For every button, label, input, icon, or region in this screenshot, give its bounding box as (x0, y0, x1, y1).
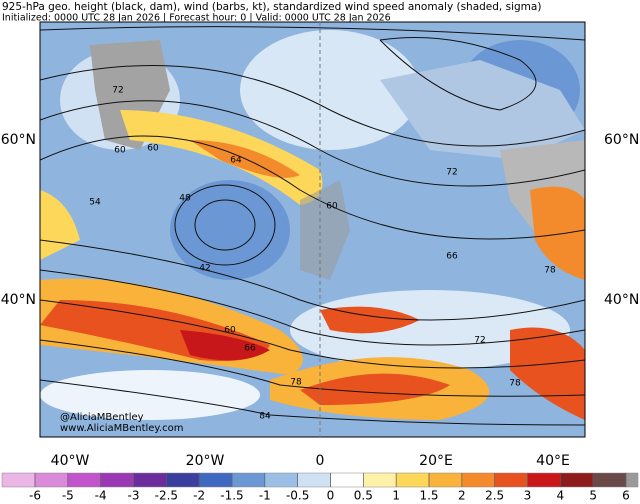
colorbar-box (428, 472, 463, 488)
contour-label: 72 (474, 336, 485, 346)
colorbar-box (625, 472, 639, 488)
credit: @AliciaMBentley (60, 412, 144, 423)
contour-label: 64 (230, 156, 242, 166)
lon-label: 20°E (419, 453, 453, 469)
lon-label: 20°W (186, 453, 225, 469)
colorbar-box (231, 472, 266, 488)
contour-label: 60 (114, 146, 126, 156)
colorbar-box (264, 472, 298, 488)
contour-label: 72 (112, 86, 123, 96)
lat-label: 60°N (1, 132, 36, 148)
colorbar-label: 2.5 (485, 489, 504, 503)
colorbar-label: -4 (95, 489, 107, 503)
lat-label: 40°N (1, 292, 36, 308)
credit: www.AliciaMBentley.com (60, 423, 183, 434)
colorbar-box (1, 472, 36, 488)
colorbar-label: 3 (524, 489, 532, 503)
map-frame (39, 21, 586, 438)
contour-label: 72 (446, 168, 457, 178)
colorbar-label: -6 (29, 489, 41, 503)
colorbar-label: -3 (128, 489, 140, 503)
lon-label: 40°W (51, 453, 90, 469)
colorbar-box (166, 472, 200, 488)
lon-label: 0 (316, 453, 325, 469)
lat-label: 40°N (604, 292, 639, 308)
contour-label: 48 (179, 194, 191, 204)
contour-label: 42 (199, 264, 210, 274)
colorbar-box (198, 472, 233, 488)
contour-label: 78 (544, 266, 556, 276)
colorbar-box (527, 472, 561, 488)
contour-label: 60 (147, 144, 159, 154)
colorbar-box (363, 472, 397, 488)
colorbar-label: 5 (589, 489, 597, 503)
colorbar-box (461, 472, 495, 488)
map-field (40, 22, 585, 437)
colorbar-box (133, 472, 167, 488)
colorbar-box (34, 472, 69, 488)
colorbar-label: -1.5 (220, 489, 243, 503)
colorbar-label: -1 (259, 489, 271, 503)
colorbar-label: 1 (392, 489, 400, 503)
lat-label: 60°N (604, 132, 639, 148)
colorbar-label: -5 (62, 489, 74, 503)
colorbar-label: -2 (193, 489, 205, 503)
contour-label: 66 (446, 252, 458, 262)
colorbar-label: 6 (622, 489, 630, 503)
colorbar-label: -2.5 (155, 489, 178, 503)
colorbar-label: 0 (327, 489, 335, 503)
contour-label: 66 (244, 344, 256, 354)
colorbar-label: 2 (458, 489, 466, 503)
contour-label: 78 (509, 379, 521, 389)
colorbar-box (297, 472, 331, 488)
colorbar-box (100, 472, 134, 488)
contour-label: 60 (224, 326, 236, 336)
colorbar-label: 0.5 (354, 489, 373, 503)
subtitle: Initialized: 0000 UTC 28 Jan 2026 | Fore… (2, 13, 391, 24)
contour-label: 84 (259, 412, 271, 422)
colorbar-box (592, 472, 627, 488)
title: 925-hPa geo. height (black, dam), wind (… (2, 1, 541, 13)
colorbar-label: 1.5 (419, 489, 438, 503)
contour-label: 54 (89, 198, 101, 208)
contour-label: 78 (290, 378, 302, 388)
colorbar-box (395, 472, 430, 488)
colorbar-box (494, 472, 528, 488)
colorbar-box (330, 472, 364, 488)
colorbar-label: 4 (557, 489, 565, 503)
colorbar-label: -0.5 (286, 489, 309, 503)
lon-label: 40°E (536, 453, 570, 469)
colorbar-box (560, 472, 594, 488)
contour-label: 60 (326, 202, 338, 212)
colorbar-box (67, 472, 101, 488)
colorbar: -6 -5 -4 -3 -2.5 -2 -1.5 -1 -0.5 0 0.5 1 1.5 2 2.5 3 4 5 6 (1, 472, 639, 503)
